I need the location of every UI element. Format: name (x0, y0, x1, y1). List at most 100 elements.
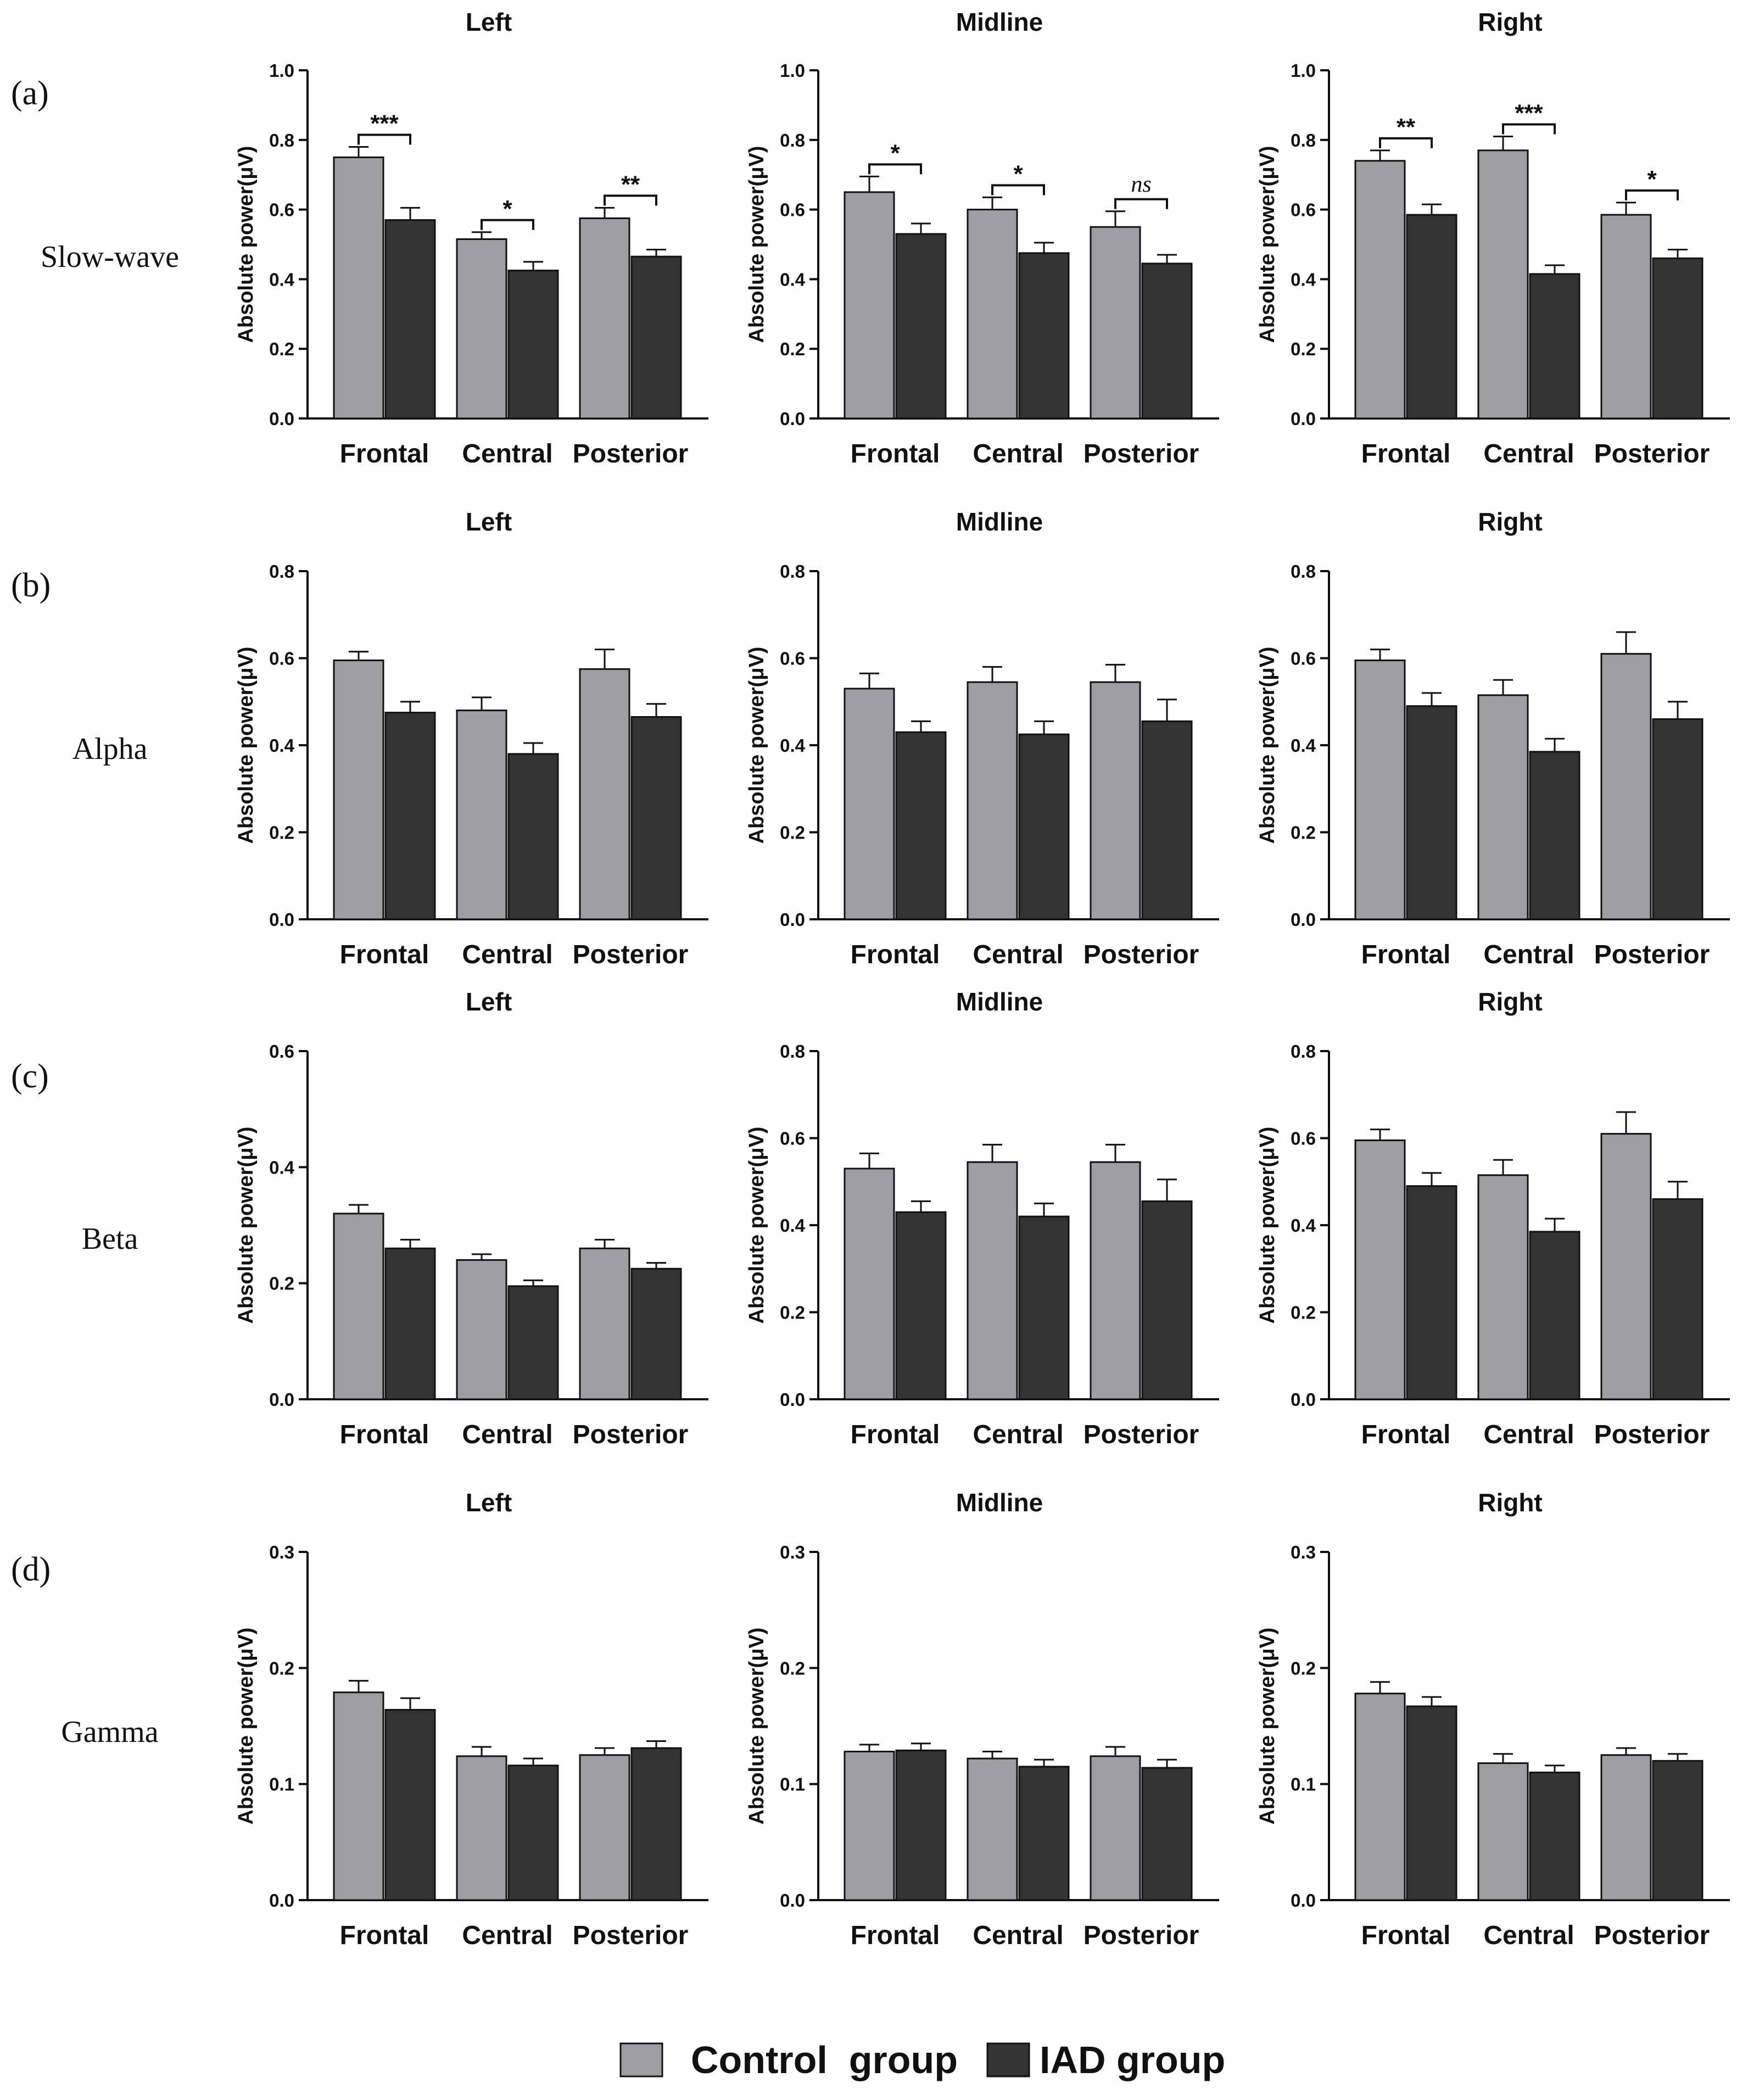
y-tick-label: 0.8 (1291, 130, 1316, 150)
bar-iad-posterior (630, 716, 682, 920)
bar-control-central (456, 710, 507, 920)
x-tick-label-posterior: Posterior (1594, 1420, 1710, 1449)
x-tick-label-posterior: Posterior (573, 1420, 689, 1449)
bar-iad-frontal (384, 1247, 436, 1400)
x-tick-label-central: Central (462, 1921, 552, 1950)
bar-control-posterior (1090, 1755, 1141, 1901)
bar-control-posterior (1600, 214, 1652, 420)
y-tick-label: 0.2 (1291, 1658, 1316, 1678)
x-tick-label-posterior: Posterior (573, 1921, 689, 1950)
y-tick-label: 0.3 (1291, 1542, 1316, 1562)
y-tick-label: 1.0 (780, 60, 805, 81)
bar-control-posterior (1600, 1133, 1652, 1400)
significance-bracket-posterior (1625, 189, 1679, 200)
bar-control-posterior (579, 1247, 630, 1400)
panel-left-row-3: (c) Beta Left Absolute power(μV) 0.0 0.2 0.4 0.… (11, 987, 708, 1449)
y-tick-label: 0.0 (780, 1890, 805, 1911)
y-tick-label: 0.0 (780, 1389, 805, 1410)
y-tick-label: 0.1 (1291, 1774, 1316, 1795)
significance-label-central: * (502, 196, 512, 222)
bar-iad-posterior (630, 1267, 682, 1400)
y-tick-label: 0.2 (1291, 823, 1316, 843)
y-axis-label: Absolute power(μV) (1256, 146, 1279, 343)
bar-iad-frontal (895, 731, 947, 920)
row-letter: (b) (11, 567, 51, 604)
bar-iad-posterior (1652, 1198, 1704, 1400)
y-axis-label: Absolute power(μV) (745, 1628, 768, 1825)
x-tick-label-central: Central (1483, 1921, 1574, 1950)
bar-control-posterior (1600, 653, 1652, 920)
x-tick-label-central: Central (973, 940, 1063, 969)
bar-iad-posterior (630, 255, 682, 420)
y-tick-label: 0.2 (269, 1658, 294, 1678)
y-tick-label: 0.6 (269, 649, 294, 669)
bar-control-central (967, 1161, 1018, 1400)
y-tick-label: 0.8 (780, 130, 805, 150)
y-tick-label: 0.2 (780, 1303, 805, 1323)
y-tick-label: 0.2 (1291, 1303, 1316, 1323)
x-tick-label-frontal: Frontal (851, 940, 940, 969)
y-tick-label: 0.2 (780, 1658, 805, 1678)
y-tick-label: 0.2 (780, 823, 805, 843)
significance-bracket-frontal (1379, 137, 1433, 148)
x-tick-label-posterior: Posterior (1594, 439, 1710, 468)
bar-control-central (967, 681, 1018, 920)
significance-label-frontal: * (890, 139, 900, 166)
bar-iad-frontal (895, 1211, 947, 1400)
bar-iad-posterior (1141, 1767, 1193, 1901)
y-tick-label: 0.3 (780, 1542, 805, 1562)
x-tick-label-frontal: Frontal (340, 439, 429, 468)
x-tick-label-posterior: Posterior (1594, 1921, 1710, 1950)
y-tick-label: 0.8 (269, 130, 294, 150)
y-tick-label: 0.0 (269, 909, 294, 930)
x-tick-label-frontal: Frontal (1361, 940, 1451, 969)
bar-iad-posterior (1141, 1200, 1193, 1400)
bar-iad-posterior (1652, 257, 1704, 420)
bar-iad-frontal (1406, 1705, 1457, 1901)
y-tick-label: 0.0 (1291, 1890, 1316, 1911)
x-tick-label-posterior: Posterior (573, 439, 689, 468)
significance-bracket-central (481, 219, 534, 230)
significance-bracket-frontal (358, 133, 411, 145)
significance-label-posterior: ns (1131, 172, 1151, 197)
y-tick-label: 0.4 (780, 269, 806, 289)
y-axis-label: Absolute power(μV) (745, 1127, 768, 1324)
bar-iad-central (1018, 252, 1070, 420)
bar-iad-frontal (384, 712, 436, 920)
y-tick-label: 0.2 (269, 1274, 294, 1294)
y-axis-label: Absolute power(μV) (1256, 1628, 1279, 1825)
panel-midline-row-3: Midline Absolute power(μV) 0.0 0.2 0.4 0.6 0.8… (745, 987, 1219, 1449)
y-tick-label: 0.0 (269, 409, 294, 429)
significance-label-posterior: * (1647, 166, 1657, 193)
y-tick-label: 0.2 (269, 339, 294, 359)
bar-control-posterior (1090, 1161, 1141, 1400)
y-tick-label: 0.0 (780, 909, 805, 930)
y-axis-label: Absolute power(μV) (745, 146, 768, 343)
y-tick-label: 0.4 (1291, 735, 1316, 756)
bar-control-central (456, 238, 507, 420)
x-tick-label-central: Central (973, 1921, 1063, 1950)
significance-bracket-central (1502, 123, 1556, 135)
significance-label-frontal: ** (1397, 114, 1416, 141)
bar-iad-posterior (1141, 262, 1193, 420)
y-tick-label: 0.6 (1291, 200, 1316, 220)
y-axis-label: Absolute power(μV) (1256, 1127, 1279, 1324)
y-tick-label: 0.6 (1291, 1129, 1316, 1149)
legend-label-iad: IAD group (1040, 2038, 1225, 2081)
significance-bracket-central (991, 184, 1045, 196)
bar-control-frontal (844, 1168, 895, 1400)
x-tick-label-frontal: Frontal (340, 1420, 429, 1449)
panel-right-row-4: Right Absolute power(μV) 0.0 0.1 0.2 0.3 Front… (1256, 1488, 1730, 1950)
x-tick-label-posterior: Posterior (1083, 1420, 1199, 1449)
x-tick-label-posterior: Posterior (1083, 1921, 1199, 1950)
y-tick-label: 0.6 (780, 200, 805, 220)
bar-iad-central (507, 270, 559, 420)
panel-title: Right (1478, 987, 1543, 1016)
bar-iad-central (1529, 1772, 1580, 1901)
y-tick-label: 0.0 (269, 1890, 294, 1911)
bar-control-central (1477, 1174, 1529, 1400)
panel-right-row-3: Right Absolute power(μV) 0.0 0.2 0.4 0.6 0.8 Fr… (1256, 987, 1730, 1449)
bar-iad-frontal (895, 1749, 947, 1901)
y-axis-label: Absolute power(μV) (234, 647, 258, 844)
x-tick-label-central: Central (1483, 940, 1574, 969)
